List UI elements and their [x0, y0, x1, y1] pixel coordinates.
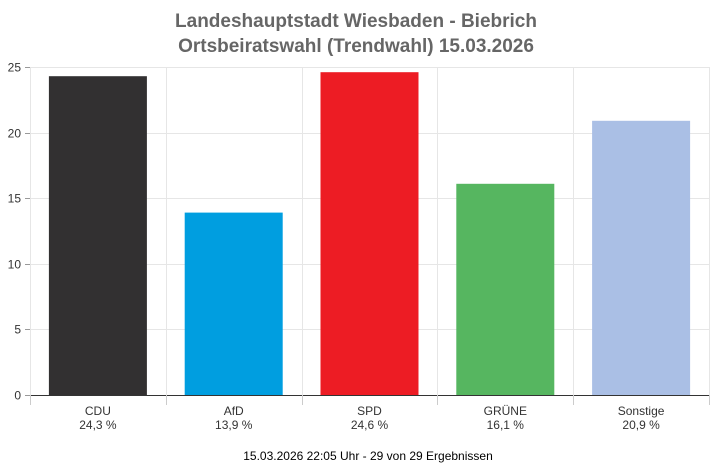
bar-sonstige: [592, 120, 691, 396]
value-label: 13,9 %: [215, 418, 253, 432]
y-tick-label: 15: [8, 192, 22, 206]
category-label: AfD: [224, 404, 244, 418]
category-label: GRÜNE: [484, 404, 527, 418]
bar-afd: [184, 212, 283, 395]
y-axis: 0 5 10 15 20 25: [8, 61, 30, 403]
category-label: Sonstige: [618, 404, 665, 418]
value-label: 24,6 %: [351, 418, 389, 432]
y-tick-label: 25: [8, 61, 22, 75]
bar-grüne: [456, 183, 555, 395]
chart-title: Landeshauptstadt Wiesbaden - Biebrich: [175, 11, 537, 32]
value-label: 16,1 %: [487, 418, 525, 432]
bars: [48, 72, 691, 396]
category-label: SPD: [357, 404, 382, 418]
y-tick-label: 5: [14, 323, 21, 337]
chart-subtitle: Ortsbeiratswahl (Trendwahl) 15.03.2026: [178, 36, 534, 57]
y-tick-label: 10: [8, 258, 22, 272]
category-label: CDU: [85, 404, 111, 418]
value-label: 20,9 %: [622, 418, 660, 432]
bar-spd: [320, 72, 419, 395]
footer-status: 15.03.2026 22:05 Uhr - 29 von 29 Ergebni…: [243, 449, 493, 463]
y-tick-label: 20: [8, 127, 22, 141]
y-tick-label: 0: [14, 389, 21, 403]
bar-cdu: [48, 76, 147, 395]
value-label: 24,3 %: [79, 418, 117, 432]
